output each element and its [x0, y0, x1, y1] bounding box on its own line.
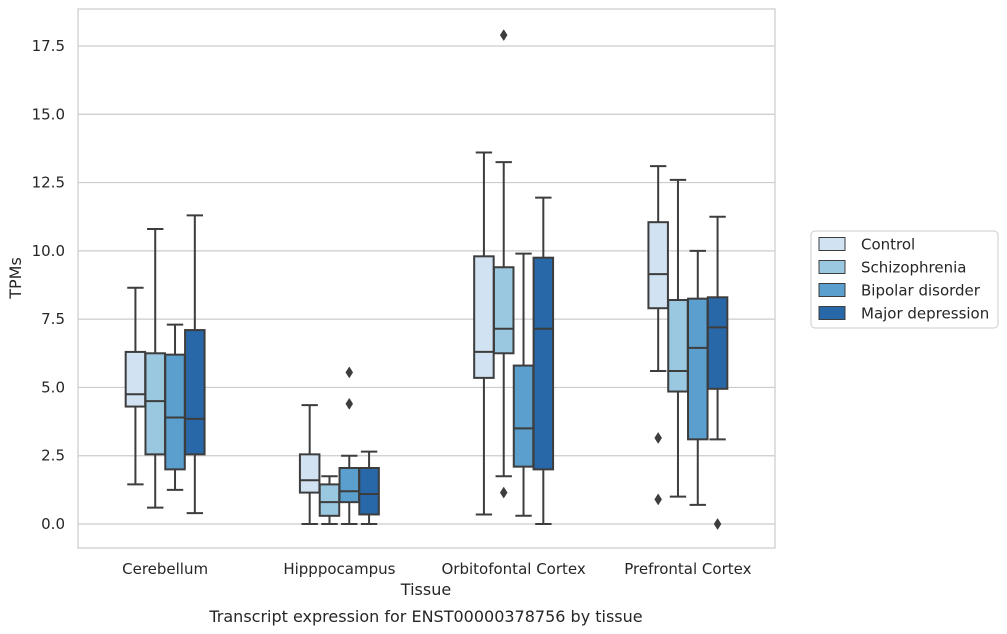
box-group	[184, 214, 206, 515]
legend-frame	[810, 230, 999, 329]
box	[647, 221, 669, 310]
box	[706, 296, 729, 390]
y-tick-label: 12.5	[32, 174, 65, 192]
box	[144, 352, 166, 456]
x-tick-label: Prefrontal Cortex	[624, 560, 751, 578]
box	[473, 255, 495, 379]
box	[318, 483, 341, 517]
legend-swatch	[818, 283, 846, 297]
box-group	[164, 323, 186, 491]
legend-swatch	[818, 306, 846, 320]
box-group	[124, 286, 147, 486]
x-tick-label: Cerebellum	[122, 560, 208, 578]
box	[298, 453, 321, 494]
box-group	[298, 404, 321, 525]
plot-area	[77, 8, 776, 549]
y-axis-label: TPMs	[6, 257, 25, 300]
legend-label: Control	[861, 236, 915, 254]
y-tick-label: 7.5	[41, 310, 65, 328]
legend-label: Schizophrenia	[861, 259, 966, 277]
outlier-point	[345, 366, 354, 379]
box-group	[512, 252, 535, 517]
box	[667, 299, 689, 393]
box-group	[338, 366, 361, 525]
box-group	[473, 151, 495, 516]
box	[532, 256, 555, 471]
box-group	[706, 215, 729, 530]
chart-caption: Transcript expression for ENST0000037875…	[208, 607, 642, 626]
outlier-point	[654, 493, 662, 506]
legend-swatch	[818, 260, 846, 274]
box-group	[318, 475, 341, 525]
outlier-point	[654, 431, 662, 444]
boxes	[124, 29, 729, 530]
x-axis-label: Tissue	[400, 580, 451, 599]
box	[687, 297, 709, 441]
legend-swatch	[818, 237, 846, 251]
y-axis-ticks: 0.0 2.5 5.0 7.5 10.0 12.5 15.0 17.5	[32, 37, 65, 533]
y-tick-label: 2.5	[41, 447, 65, 465]
outlier-point	[499, 29, 508, 42]
box-group	[532, 196, 555, 525]
outlier-point	[499, 486, 508, 499]
legend-label: Major depression	[861, 305, 989, 323]
y-tick-label: 0.0	[41, 515, 65, 533]
box	[184, 329, 206, 456]
x-tick-label: Orbitofontal Cortex	[442, 560, 586, 578]
box	[164, 353, 186, 471]
box-group	[687, 249, 709, 506]
outlier-point	[713, 518, 722, 530]
box-group	[667, 178, 689, 498]
y-tick-label: 15.0	[32, 105, 65, 123]
box	[512, 364, 535, 468]
box	[358, 467, 380, 516]
legend-label: Bipolar disorder	[861, 282, 981, 300]
y-tick-label: 17.5	[32, 37, 65, 55]
box-group	[358, 450, 380, 525]
box	[338, 467, 361, 504]
x-tick-label: Hipppocampus	[283, 560, 395, 578]
box-group	[647, 165, 669, 506]
box-group	[144, 228, 166, 509]
box-group	[492, 29, 515, 499]
x-axis-ticks: Cerebellum Hipppocampus Orbitofontal Corte…	[122, 560, 751, 578]
legend: Control Schizophrenia Bipolar disorder Majo…	[810, 230, 999, 329]
outlier-point	[345, 397, 354, 410]
y-tick-label: 10.0	[32, 242, 65, 260]
box	[492, 266, 515, 355]
box	[124, 350, 147, 408]
y-tick-label: 5.0	[41, 378, 65, 396]
